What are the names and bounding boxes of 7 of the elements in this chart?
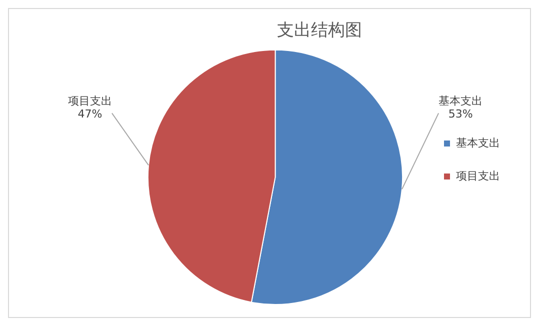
- data-label: 53%: [448, 108, 473, 121]
- legend-label: 基本支出: [456, 136, 500, 150]
- legend-label: 项目支出: [456, 169, 500, 182]
- data-label: 47%: [78, 108, 102, 121]
- chart-title: 支出结构图: [277, 20, 362, 41]
- slice-label: 项目支出: [68, 94, 112, 108]
- slice-label: 基本支出: [438, 94, 483, 108]
